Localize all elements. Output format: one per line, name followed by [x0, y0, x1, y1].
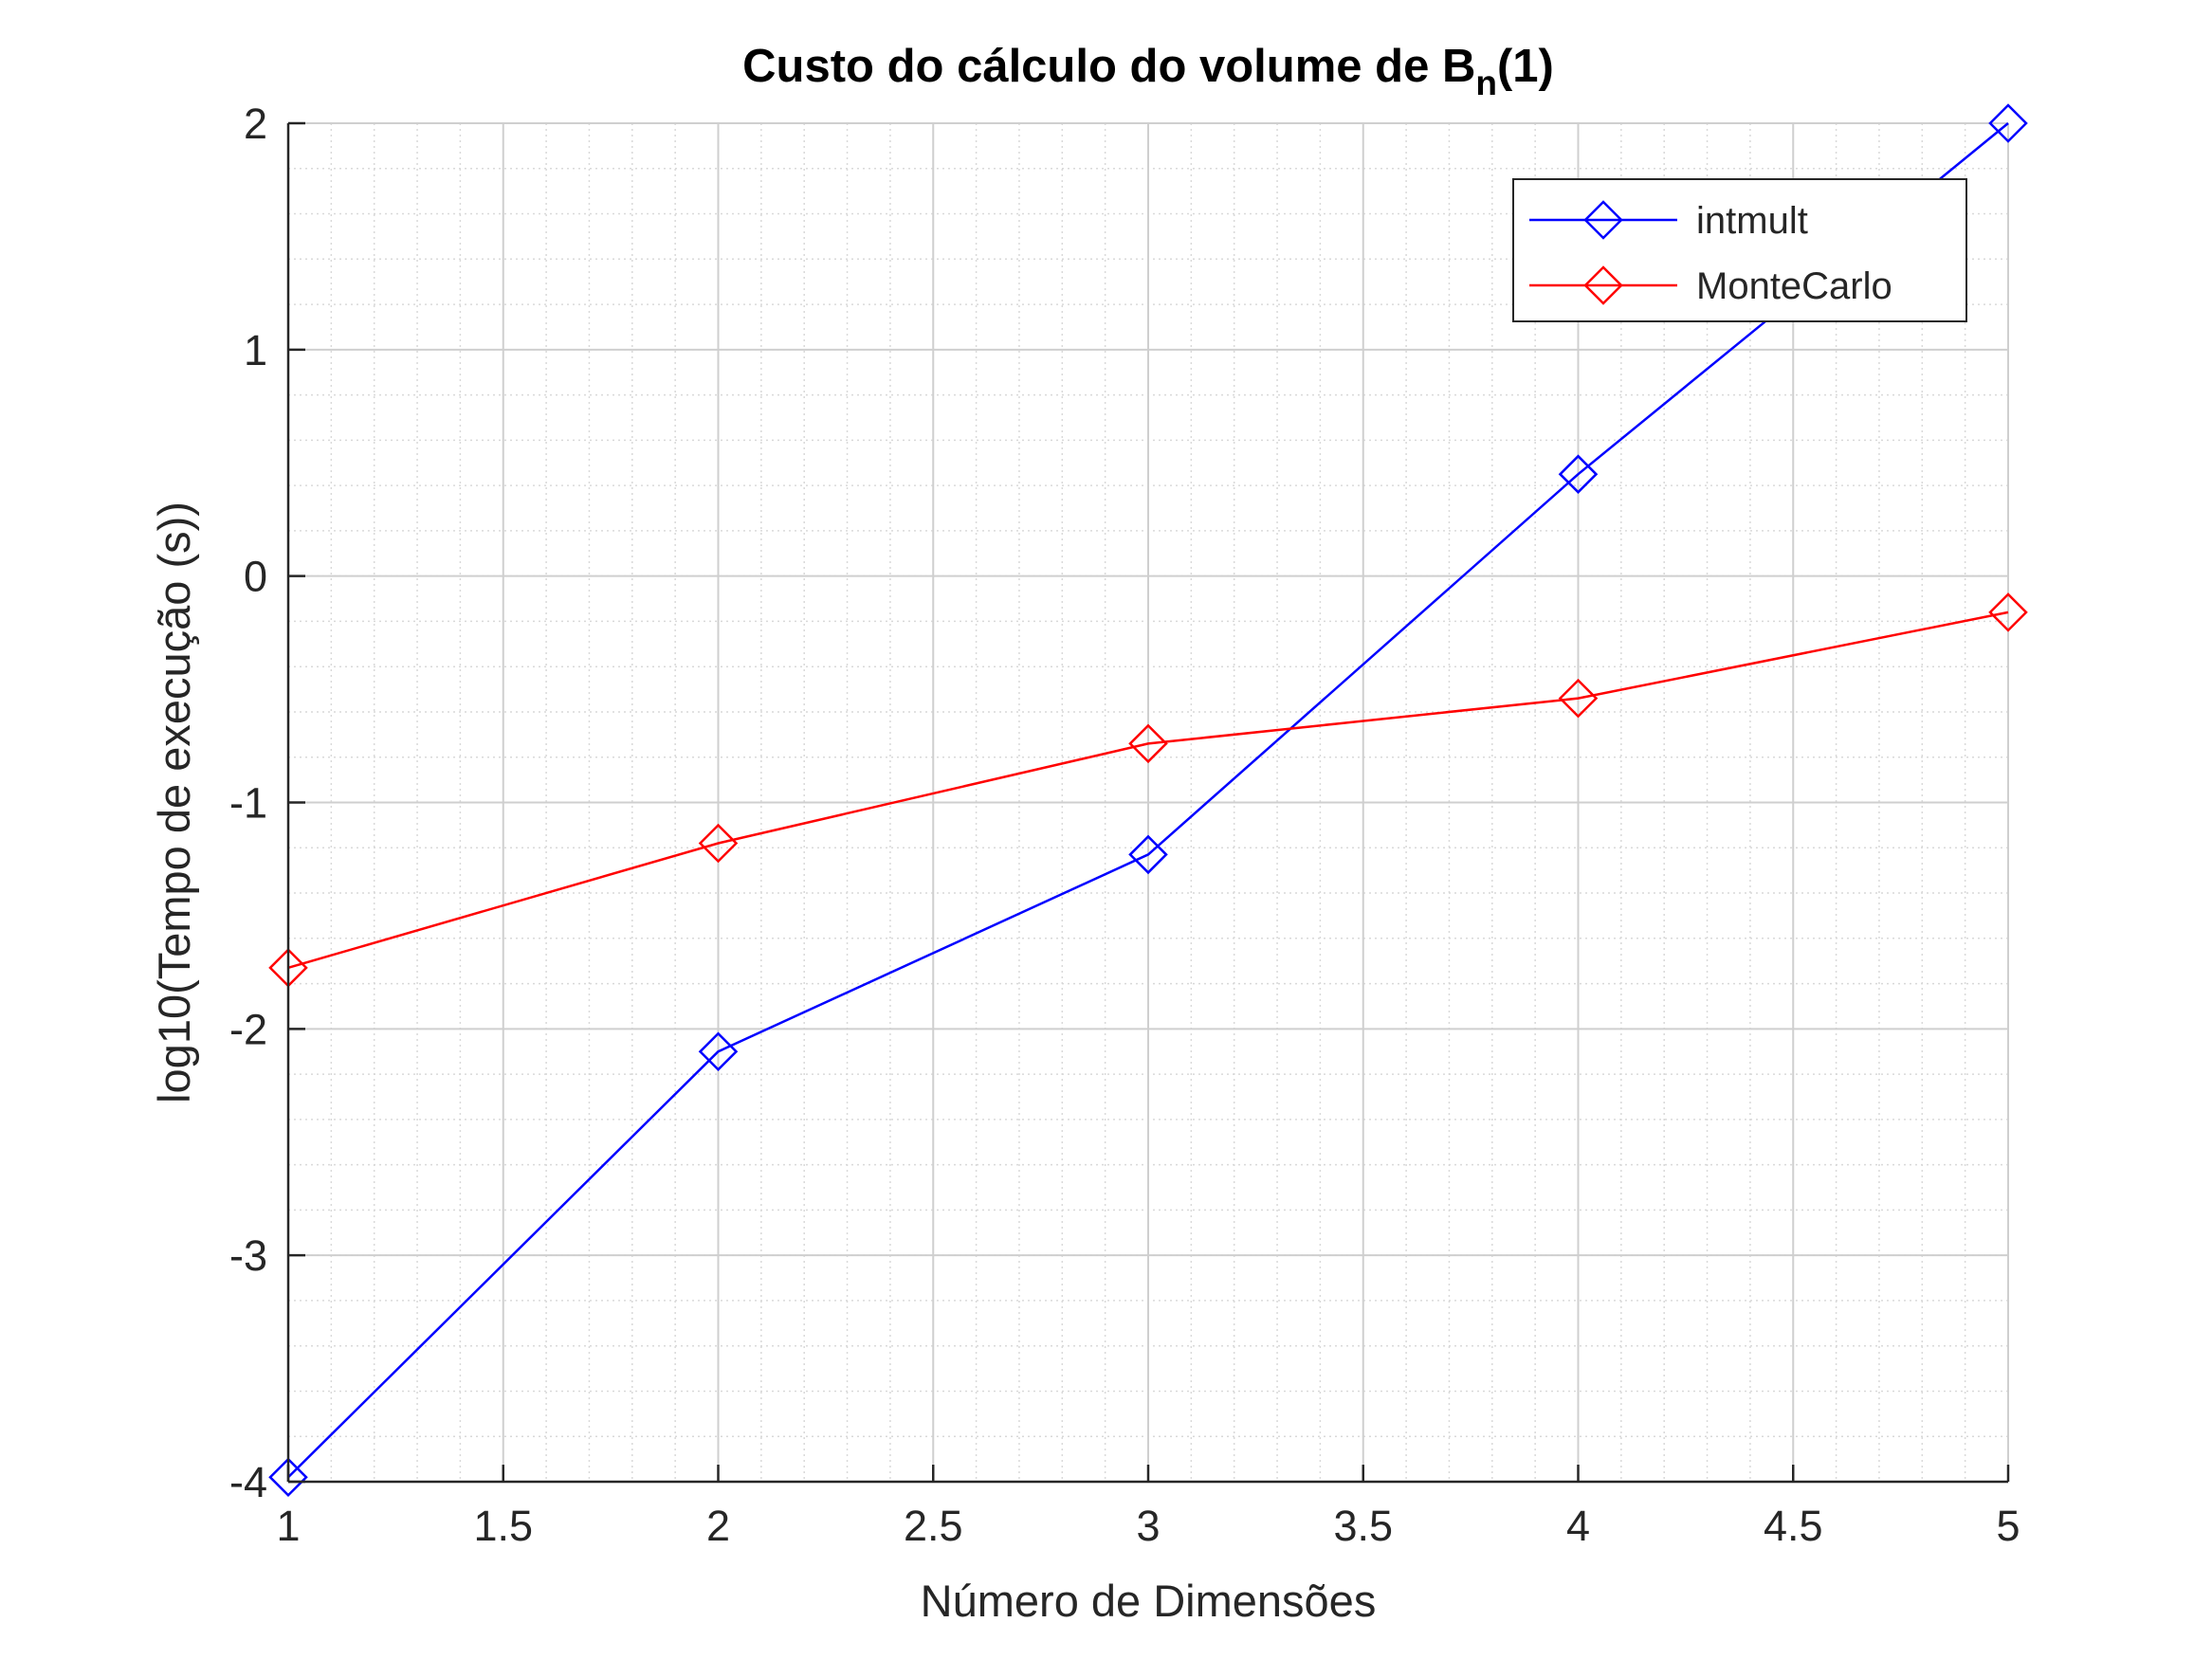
data-point-montecarlo	[698, 823, 739, 864]
legend-entry-montecarlo: MonteCarlo	[1529, 265, 1892, 307]
axes-frame	[286, 121, 2010, 1484]
x-tick-label: 1	[276, 1502, 300, 1550]
series-line-montecarlo	[287, 611, 2009, 970]
legend-label-intmult: intmult	[1696, 200, 1808, 242]
chart-title: Custo do cálculo do volume de Bn(1)	[742, 41, 1554, 102]
y-tick-label: -1	[229, 779, 267, 828]
chart-title-suffix: (1)	[1497, 41, 1554, 92]
chart-title-main: Custo do cálculo do volume de B	[742, 41, 1475, 92]
x-tick-label: 1.5	[473, 1502, 533, 1550]
data-point-montecarlo	[1128, 723, 1168, 764]
data-point-montecarlo	[1558, 678, 1599, 719]
series-line-intmult	[287, 122, 2009, 1479]
y-tick-label: 2	[244, 100, 267, 148]
legend-box	[1512, 178, 1967, 322]
y-tick-label: 0	[244, 553, 267, 601]
y-tick-label: -4	[229, 1458, 267, 1506]
x-tick-label: 5	[1996, 1502, 2020, 1550]
data-point-intmult	[1558, 454, 1599, 494]
x-tick-label: 2.5	[904, 1502, 963, 1550]
legend-marker-montecarlo	[1583, 265, 1623, 305]
y-tick-label: 1	[244, 326, 267, 374]
y-axis-label: log10(Tempo de execução (s))	[149, 501, 199, 1103]
tick-labels: 1 1.5 2 2.5 3 3.5 4 4.5 5 -4 -3 -2 -1 0 1 2	[229, 100, 2020, 1550]
x-axis-label: Número de Dimensões	[921, 1576, 1377, 1626]
data-point-intmult	[698, 1031, 739, 1071]
x-tick-label: 2	[706, 1502, 730, 1550]
x-tick-label: 4	[1566, 1502, 1590, 1550]
y-tick-label: -2	[229, 1005, 267, 1053]
data-point-intmult	[1988, 103, 2028, 143]
legend-label-montecarlo: MonteCarlo	[1696, 265, 1892, 307]
data-point-intmult	[1128, 834, 1168, 875]
y-tick-label: -3	[229, 1231, 267, 1280]
x-tick-label: 4.5	[1764, 1502, 1823, 1550]
series-intmult	[268, 103, 2028, 1497]
data-point-montecarlo	[1988, 592, 2028, 632]
x-tick-label: 3.5	[1333, 1502, 1393, 1550]
x-tick-label: 3	[1136, 1502, 1160, 1550]
legend-entry-intmult: intmult	[1529, 200, 1808, 242]
legend-marker-intmult	[1583, 200, 1623, 240]
legend: intmult MonteCarlo	[1512, 178, 1967, 322]
chart-title-subscript: n	[1475, 64, 1497, 102]
data-point-intmult	[268, 1457, 308, 1497]
series-layer	[268, 103, 2028, 1497]
